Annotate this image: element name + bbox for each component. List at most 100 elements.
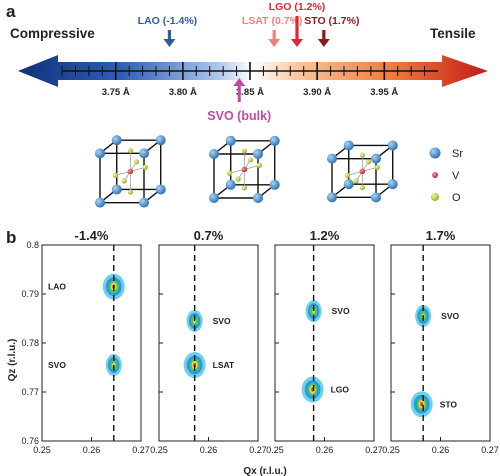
y-tick-label: 0.78 — [21, 338, 39, 348]
strontium-atom — [253, 193, 263, 203]
oxygen-atom — [112, 172, 118, 178]
strontium-atom — [327, 192, 337, 203]
oxygen-atom — [121, 178, 127, 184]
oxygen-atom — [235, 176, 241, 182]
x-tick-label: 0.26 — [432, 445, 450, 455]
oxygen-atom — [256, 162, 262, 168]
substrate-arrow-head — [163, 39, 176, 47]
unit-cell-diagram — [327, 140, 398, 203]
y-tick-label: 0.8 — [26, 240, 39, 250]
y-tick-label: 0.76 — [21, 436, 39, 446]
substrate-markers: LAO (-1.4%) LSAT (0.7%) LGO (1.2%) STO (1.7… — [138, 1, 359, 47]
x-tick-label: 0.25 — [266, 445, 284, 455]
x-tick-label: 0.26 — [83, 445, 101, 455]
x-tick-label: 0.27 — [132, 445, 150, 455]
scale-tick-label: 3.75 Å — [102, 87, 130, 98]
tensile-label: Tensile — [430, 26, 476, 41]
compressive-label: Compressive — [10, 26, 95, 41]
panel-label-b: b — [6, 228, 16, 247]
x-tick-label: 0.25 — [150, 445, 168, 455]
oxygen-atom — [226, 170, 232, 176]
peak-label: LGO — [331, 385, 350, 395]
strontium-atom — [95, 197, 105, 208]
x-tick-label: 0.26 — [200, 445, 218, 455]
vanadium-atom — [359, 168, 366, 175]
y-tick-label: 0.79 — [21, 289, 39, 299]
y-tick-label: 0.77 — [21, 387, 39, 397]
oxygen-atom — [374, 164, 380, 170]
legend-atom-icon — [431, 193, 439, 201]
unit-cell-diagram — [95, 135, 166, 208]
legend-atom-icon — [432, 172, 438, 178]
legend-atom-icon — [429, 147, 441, 159]
peak-label: SVO — [441, 311, 459, 321]
legend-atom-label: O — [452, 192, 461, 204]
scale-labels: 3.75 Å 3.80 Å 3.85 Å 3.90 Å 3.95 Å — [102, 87, 399, 98]
oxygen-atom — [127, 148, 133, 154]
strontium-atom — [343, 140, 354, 151]
svo-bulk-marker: SVO (bulk) — [207, 78, 271, 123]
strontium-atom — [209, 149, 219, 159]
oxygen-atom — [133, 159, 140, 165]
peak-label: LSAT — [213, 360, 235, 370]
x-tick-label: 0.25 — [33, 445, 51, 455]
strontium-atom — [327, 153, 337, 164]
rsm-panel: -1.4% LAO SVO 0.8 0.79 0.78 0.77 0.760.25 0.26 0.… — [21, 228, 149, 455]
strontium-atom — [371, 153, 381, 164]
panel-frame — [390, 244, 491, 442]
strontium-atom — [95, 148, 105, 159]
peak-label: LAO — [48, 282, 66, 292]
diffraction-peak — [301, 376, 324, 403]
diffraction-peak — [305, 300, 322, 323]
strontium-atom — [209, 193, 219, 203]
peak-max — [420, 402, 424, 407]
panel-frame — [41, 244, 142, 442]
scale-tick-label: 3.80 Å — [169, 87, 197, 98]
strontium-atom — [269, 135, 280, 146]
substrate-arrow-head — [317, 39, 330, 47]
substrate-arrow-head — [291, 39, 303, 47]
substrate-label: LSAT (0.7%) — [242, 15, 302, 27]
panel-strain-title: -1.4% — [75, 228, 109, 243]
peak-core — [312, 308, 316, 314]
strontium-atom — [253, 149, 263, 159]
oxygen-atom — [344, 172, 350, 178]
vanadium-atom — [127, 168, 134, 175]
rsm-panel: 1.7% SVO STO 0.25 0.26 0.27 — [382, 228, 499, 455]
strontium-atom — [155, 135, 166, 146]
scale-ticks — [61, 62, 426, 80]
scale-tick-label: 3.95 Å — [370, 87, 398, 98]
strontium-atom — [111, 135, 122, 146]
peak-label: SVO — [48, 360, 66, 370]
panel-strain-title: 1.7% — [426, 228, 456, 243]
y-axis-title: Qz (r.l.u.) — [7, 339, 18, 382]
atom-legend: Sr VO — [429, 147, 463, 204]
substrate-label: LAO (-1.4%) — [138, 15, 198, 27]
x-axis-title: Qx (r.l.u.) — [243, 466, 286, 476]
strontium-atom — [225, 135, 236, 146]
scale-tick-label: 3.90 Å — [303, 87, 331, 98]
substrate-label: LGO (1.2%) — [269, 1, 326, 13]
rsm-panel: 1.2% SVO LGO 0.25 0.26 0.27 — [266, 228, 383, 455]
oxygen-atom — [127, 189, 133, 195]
oxygen-atom — [359, 152, 365, 158]
rsm-panel: 0.7% SVO LSAT 0.25 0.26 0.27 — [150, 228, 267, 455]
peak-label: SVO — [213, 316, 231, 326]
oxygen-atom — [353, 178, 359, 184]
x-tick-label: 0.26 — [316, 445, 334, 455]
peak-label: STO — [440, 399, 458, 409]
oxygen-atom — [241, 185, 247, 191]
oxygen-atom — [241, 148, 247, 154]
legend-atom-label: V — [452, 170, 460, 182]
strontium-atom — [343, 179, 354, 190]
scale-tick-label: 3.85 Å — [236, 87, 264, 98]
panel-frame — [274, 244, 375, 442]
x-tick-label: 0.27 — [481, 445, 499, 455]
unit-cell-diagram — [209, 135, 280, 203]
bulk-label: SVO (bulk) — [207, 109, 271, 123]
vanadium-atom — [241, 166, 248, 173]
panel-label-a: a — [6, 2, 16, 21]
diffraction-peak — [410, 391, 433, 418]
